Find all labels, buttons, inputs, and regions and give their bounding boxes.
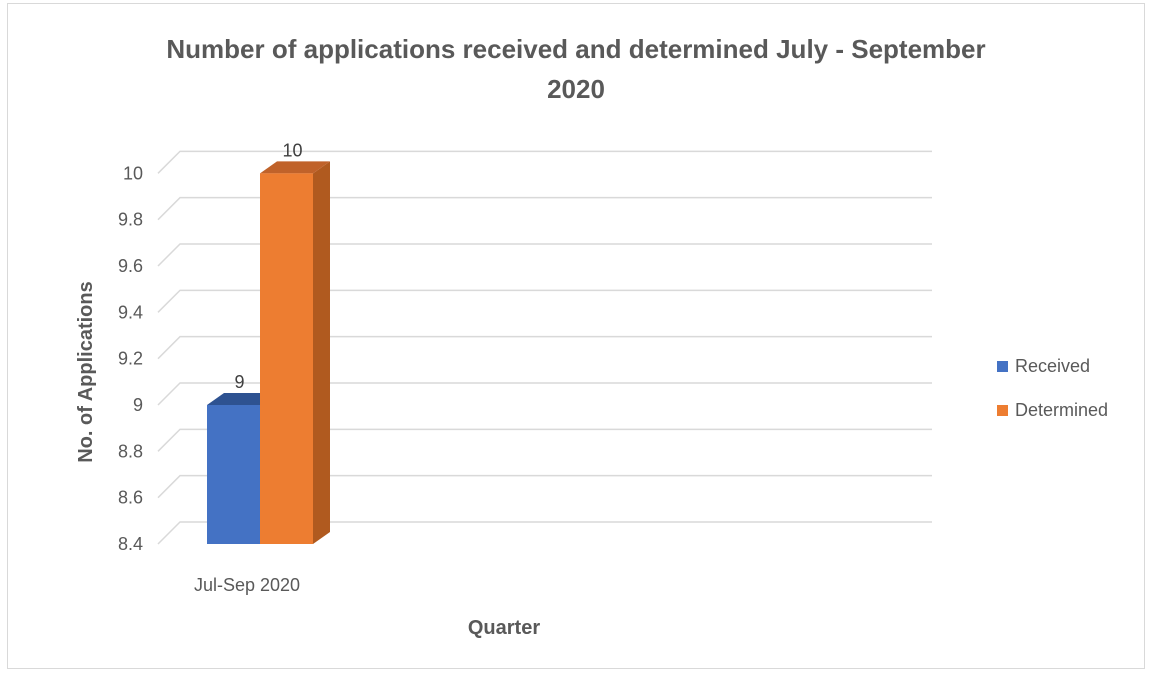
- y-tick-label: 9: [133, 395, 143, 415]
- bar-chart: Number of applications received and dete…: [75, 34, 1108, 639]
- y-tick-label: 10: [123, 163, 143, 183]
- chart-title-line2: 2020: [547, 74, 605, 104]
- bar-top: [260, 161, 330, 174]
- gridline: [157, 243, 932, 267]
- y-axis-ticks: 8.4 8.6 8.8 9 9.2 9.4 9.6 9.8 10: [118, 163, 143, 554]
- chart-frame: Number of applications received and dete…: [7, 3, 1145, 669]
- legend-swatch: [997, 361, 1008, 372]
- bar-determined: [260, 161, 330, 545]
- data-labels: 9 10: [234, 140, 302, 392]
- legend-item-received: Received: [997, 356, 1090, 376]
- y-tick-label: 9.8: [118, 210, 143, 230]
- y-tick-label: 9.2: [118, 349, 143, 369]
- y-tick-label: 9.4: [118, 302, 143, 322]
- gridlines: [157, 150, 932, 545]
- gridline: [157, 474, 932, 499]
- x-axis-title: Quarter: [468, 617, 540, 639]
- bar-front: [260, 173, 313, 545]
- gridline: [157, 196, 932, 221]
- legend-label: Received: [1015, 356, 1090, 376]
- bar-side: [313, 161, 330, 545]
- x-axis-ticks: Jul-Sep 2020: [194, 575, 300, 595]
- gridline: [157, 521, 932, 545]
- legend-label: Determined: [1015, 400, 1108, 420]
- chart-title-line1: Number of applications received and dete…: [166, 34, 985, 64]
- gridline: [157, 382, 932, 406]
- gridline: [157, 428, 932, 452]
- data-label: 9: [234, 372, 244, 392]
- gridline: [157, 289, 932, 313]
- legend: Received Determined: [997, 356, 1108, 420]
- y-tick-label: 8.8: [118, 441, 143, 461]
- legend-item-determined: Determined: [997, 400, 1108, 420]
- bars: [207, 161, 330, 545]
- data-label: 10: [282, 140, 302, 160]
- bar-top: [207, 393, 277, 405]
- y-tick-label: 8.4: [118, 534, 143, 554]
- y-axis-title: No. of Applications: [75, 281, 97, 462]
- y-tick-label: 8.6: [118, 488, 143, 508]
- y-tick-label: 9.6: [118, 256, 143, 276]
- gridline: [157, 150, 932, 174]
- x-tick-label: Jul-Sep 2020: [194, 575, 300, 595]
- legend-swatch: [997, 405, 1008, 416]
- gridline: [157, 335, 932, 360]
- bar-front: [207, 405, 260, 544]
